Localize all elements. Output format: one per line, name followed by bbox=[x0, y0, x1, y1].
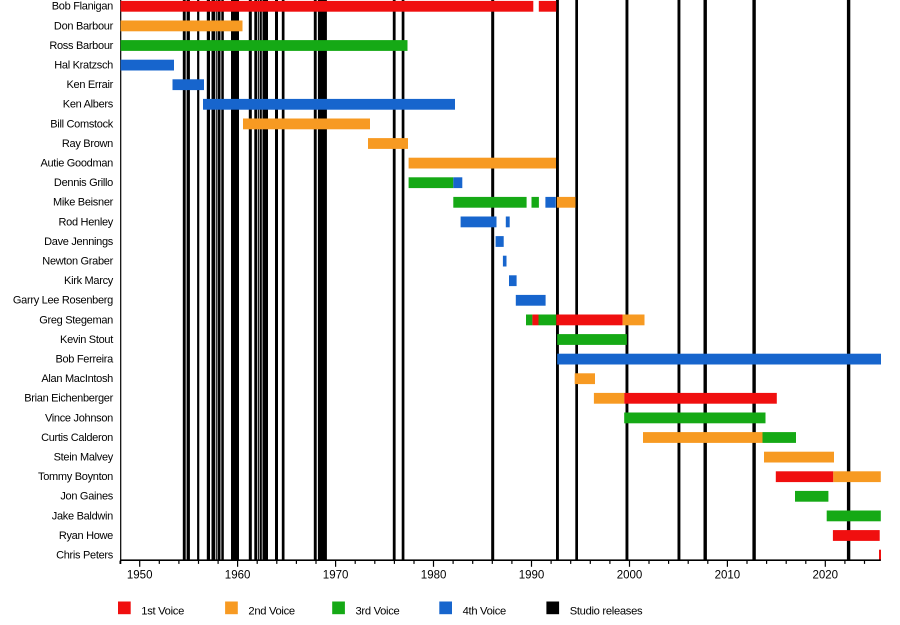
svg-text:Newton Graber: Newton Graber bbox=[42, 256, 113, 268]
svg-text:Ryan Howe: Ryan Howe bbox=[59, 530, 113, 542]
svg-text:Ross Barbour: Ross Barbour bbox=[49, 40, 113, 52]
svg-text:Curtis Calderon: Curtis Calderon bbox=[41, 432, 113, 444]
svg-text:2010: 2010 bbox=[715, 570, 741, 582]
svg-text:Hal Kratzsch: Hal Kratzsch bbox=[54, 60, 113, 72]
svg-text:Stein Malvey: Stein Malvey bbox=[54, 452, 114, 464]
svg-text:Bob Ferreira: Bob Ferreira bbox=[55, 354, 114, 366]
svg-text:Kirk Marcy: Kirk Marcy bbox=[64, 275, 114, 287]
svg-text:Kevin Stout: Kevin Stout bbox=[60, 334, 113, 346]
svg-text:Bob Flanigan: Bob Flanigan bbox=[52, 1, 113, 13]
svg-text:Rod Henley: Rod Henley bbox=[59, 216, 114, 228]
svg-text:1980: 1980 bbox=[421, 570, 447, 582]
svg-text:Ray Brown: Ray Brown bbox=[62, 138, 113, 150]
svg-text:Brian Eichenberger: Brian Eichenberger bbox=[24, 393, 113, 405]
svg-text:Autie Goodman: Autie Goodman bbox=[40, 158, 113, 170]
svg-text:Tommy Boynton: Tommy Boynton bbox=[38, 471, 113, 483]
svg-text:Alan MacIntosh: Alan MacIntosh bbox=[41, 373, 113, 385]
svg-text:4th Voice: 4th Voice bbox=[463, 605, 506, 617]
svg-text:1950: 1950 bbox=[127, 570, 153, 582]
svg-text:Studio releases: Studio releases bbox=[570, 605, 643, 617]
svg-text:Ken Errair: Ken Errair bbox=[66, 79, 113, 91]
svg-text:1960: 1960 bbox=[225, 570, 251, 582]
svg-text:Ken Albers: Ken Albers bbox=[63, 99, 114, 111]
svg-text:2020: 2020 bbox=[813, 570, 839, 582]
svg-text:1970: 1970 bbox=[323, 570, 349, 582]
svg-text:Garry Lee Rosenberg: Garry Lee Rosenberg bbox=[13, 295, 113, 307]
svg-text:3rd Voice: 3rd Voice bbox=[356, 605, 400, 617]
svg-text:Bill Comstock: Bill Comstock bbox=[50, 118, 114, 130]
svg-text:Mike Beisner: Mike Beisner bbox=[53, 197, 114, 209]
svg-text:Jake Baldwin: Jake Baldwin bbox=[52, 510, 113, 522]
svg-text:Dave Jennings: Dave Jennings bbox=[44, 236, 114, 248]
svg-text:1st Voice: 1st Voice bbox=[141, 605, 184, 617]
svg-text:Jon Gaines: Jon Gaines bbox=[60, 491, 113, 503]
svg-text:Dennis Grillo: Dennis Grillo bbox=[54, 177, 113, 189]
svg-text:Chris Peters: Chris Peters bbox=[56, 550, 114, 562]
svg-text:2000: 2000 bbox=[617, 570, 643, 582]
svg-text:Vince Johnson: Vince Johnson bbox=[45, 412, 113, 424]
svg-text:1990: 1990 bbox=[519, 570, 545, 582]
svg-text:Greg Stegeman: Greg Stegeman bbox=[39, 314, 113, 326]
svg-text:2nd Voice: 2nd Voice bbox=[248, 605, 295, 617]
svg-text:Don Barbour: Don Barbour bbox=[54, 20, 114, 32]
